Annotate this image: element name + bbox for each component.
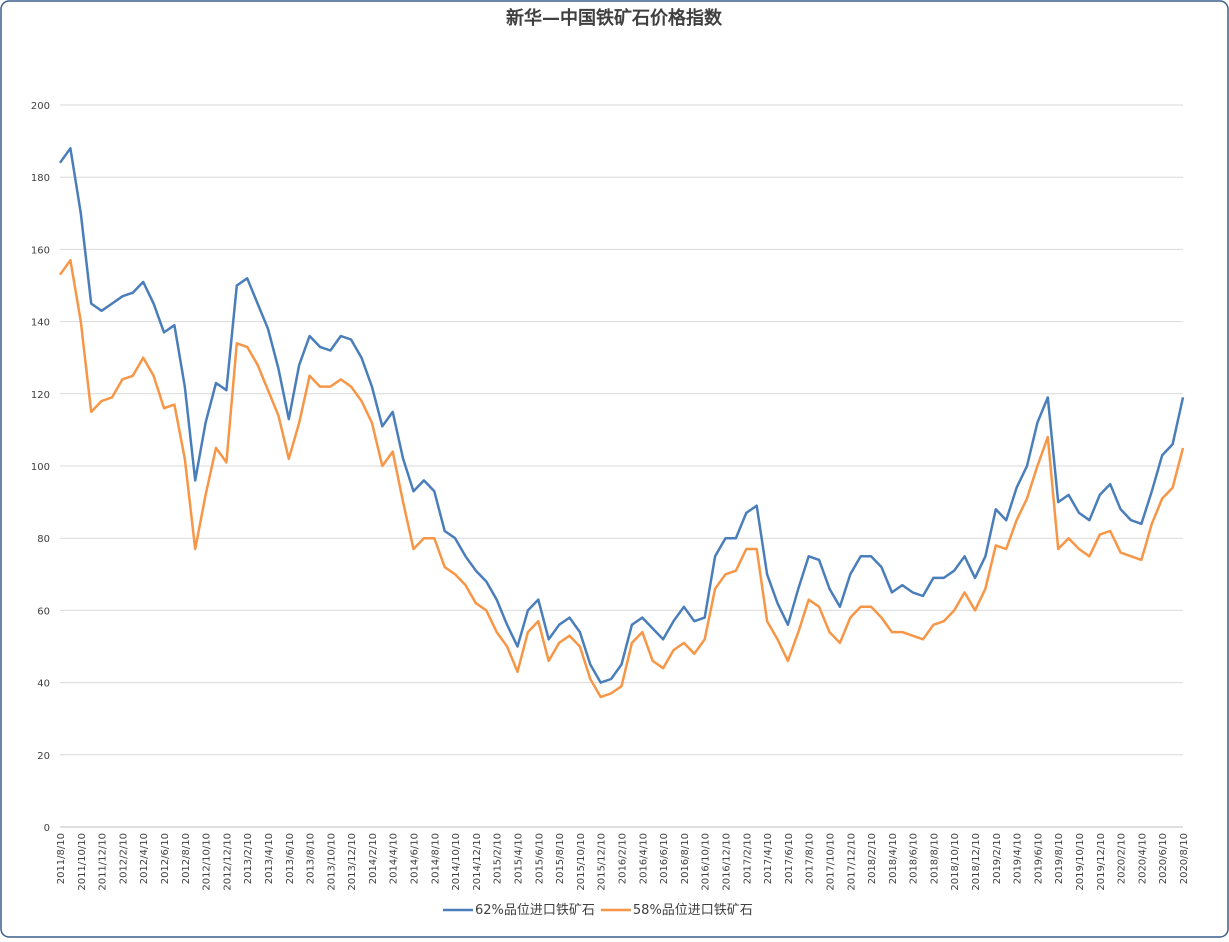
- x-tick-label: 2012/4/10: [139, 833, 150, 884]
- x-tick-label: 2017/8/10: [805, 833, 816, 884]
- legend-label: 62%品位进口铁矿石: [475, 903, 595, 918]
- x-tick-label: 2013/12/10: [347, 833, 358, 891]
- y-tick-label: 0: [44, 823, 50, 834]
- y-tick-label: 180: [31, 173, 50, 184]
- x-tick-label: 2018/10/10: [950, 833, 961, 891]
- x-tick-label: 2020/4/10: [1137, 833, 1148, 884]
- x-tick-label: 2019/4/10: [1013, 833, 1024, 884]
- x-tick-label: 2011/8/10: [56, 833, 67, 884]
- y-tick-label: 200: [31, 101, 50, 112]
- x-tick-label: 2017/2/10: [742, 833, 753, 884]
- x-tick-label: 2013/4/10: [264, 833, 275, 884]
- x-tick-label: 2016/4/10: [638, 833, 649, 884]
- x-tick-label: 2017/6/10: [784, 833, 795, 884]
- x-tick-label: 2014/6/10: [410, 833, 421, 884]
- x-tick-label: 2016/10/10: [701, 833, 712, 891]
- x-tick-label: 2019/8/10: [1054, 833, 1065, 884]
- x-tick-label: 2016/12/10: [721, 833, 732, 891]
- x-tick-label: 2018/8/10: [929, 833, 940, 884]
- x-tick-label: 2018/2/10: [867, 833, 878, 884]
- y-tick-label: 100: [31, 462, 50, 473]
- series-line: [58, 258, 1185, 699]
- x-tick-label: 2015/8/10: [555, 833, 566, 884]
- x-tick-label: 2012/12/10: [222, 833, 233, 891]
- x-tick-label: 2015/12/10: [597, 833, 608, 891]
- chart-title: 新华—中国铁矿石价格指数: [506, 7, 723, 29]
- x-tick-label: 2018/6/10: [909, 833, 920, 884]
- x-tick-label: 2020/8/10: [1179, 833, 1190, 884]
- x-tick-label: 2019/6/10: [1033, 833, 1044, 884]
- x-tick-label: 2012/8/10: [181, 833, 192, 884]
- y-tick-label: 120: [31, 390, 50, 401]
- y-tick-label: 80: [37, 534, 50, 545]
- x-tick-label: 2013/10/10: [326, 833, 337, 891]
- x-tick-label: 2012/6/10: [160, 833, 171, 884]
- x-tick-label: 2014/2/10: [368, 833, 379, 884]
- y-tick-label: 140: [31, 318, 50, 329]
- x-tick-label: 2013/2/10: [243, 833, 254, 884]
- series-line: [58, 147, 1185, 684]
- x-tick-label: 2017/4/10: [763, 833, 774, 884]
- x-tick-label: 2019/2/10: [992, 833, 1003, 884]
- x-tick-label: 2011/12/10: [98, 833, 109, 891]
- x-tick-label: 2013/6/10: [285, 833, 296, 884]
- x-tick-label: 2019/10/10: [1075, 833, 1086, 891]
- x-tick-label: 2018/12/10: [971, 833, 982, 891]
- x-tick-label: 2012/10/10: [202, 833, 213, 891]
- x-tick-label: 2014/12/10: [472, 833, 483, 891]
- x-tick-label: 2014/10/10: [451, 833, 462, 891]
- legend-label: 58%品位进口铁矿石: [633, 903, 753, 918]
- x-tick-label: 2015/6/10: [534, 833, 545, 884]
- x-tick-label: 2016/2/10: [618, 833, 629, 884]
- x-tick-label: 2020/6/10: [1158, 833, 1169, 884]
- x-tick-label: 2014/4/10: [389, 833, 400, 884]
- y-tick-label: 20: [37, 751, 50, 762]
- x-tick-label: 2013/8/10: [306, 833, 317, 884]
- y-tick-label: 40: [37, 679, 50, 690]
- x-tick-label: 2017/10/10: [825, 833, 836, 891]
- x-tick-label: 2012/2/10: [118, 833, 129, 884]
- x-tick-label: 2014/8/10: [430, 833, 441, 884]
- x-tick-label: 2015/4/10: [514, 833, 525, 884]
- x-tick-label: 2017/12/10: [846, 833, 857, 891]
- x-tick-label: 2011/10/10: [77, 833, 88, 891]
- x-tick-label: 2016/8/10: [680, 833, 691, 884]
- x-tick-label: 2015/10/10: [576, 833, 587, 891]
- x-tick-label: 2016/6/10: [659, 833, 670, 884]
- x-tick-label: 2019/12/10: [1096, 833, 1107, 891]
- x-tick-label: 2018/4/10: [888, 833, 899, 884]
- y-tick-label: 160: [31, 245, 50, 256]
- x-tick-label: 2020/2/10: [1117, 833, 1128, 884]
- y-tick-label: 60: [37, 606, 50, 617]
- x-tick-label: 2015/2/10: [493, 833, 504, 884]
